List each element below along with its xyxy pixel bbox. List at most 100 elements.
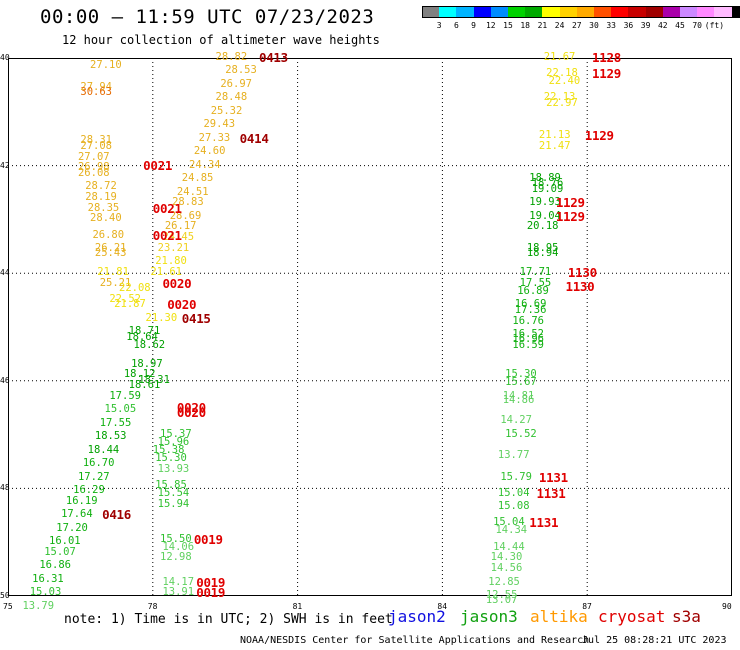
- color-swatch: [559, 6, 577, 18]
- color-swatch: [714, 6, 732, 18]
- swh-label: 27.33: [198, 131, 231, 144]
- swh-label: 28.69: [169, 209, 202, 222]
- swh-label: 18.97: [131, 357, 163, 370]
- swh-label: 28.40: [90, 212, 122, 225]
- swh-label: 28.19: [85, 190, 117, 203]
- swh-label: 25.43: [94, 247, 127, 260]
- swh-label: 14.81: [502, 389, 535, 402]
- swh-label: 14.30: [490, 551, 523, 564]
- swh-label: 12.98: [160, 551, 192, 564]
- swh-label: 15.94: [157, 497, 190, 510]
- pass-time-label: 1131: [538, 469, 568, 485]
- swh-label: 15.04: [497, 486, 530, 499]
- pass-time-label: 1130: [565, 278, 595, 294]
- swh-label: 27.10: [90, 59, 122, 72]
- color-scale-tick: 39: [640, 21, 651, 30]
- pass-time-label: 1128: [592, 50, 621, 65]
- swh-label: 15.52: [505, 427, 537, 440]
- swh-label: 21.47: [538, 139, 571, 152]
- swh-label: 15.30: [155, 451, 187, 464]
- swh-label: 16.69: [514, 298, 547, 311]
- swh-label: 18.61: [128, 379, 161, 392]
- swh-label: 22.40: [548, 75, 581, 88]
- swh-label: 18.89: [529, 172, 561, 185]
- swh-label: 13.77: [497, 449, 530, 462]
- swh-label: 15.85: [155, 478, 187, 491]
- color-swatch: [662, 6, 680, 18]
- swh-label: 14.56: [490, 562, 523, 575]
- pass-time-label: 0020: [162, 275, 192, 291]
- color-scale-tick: 15: [503, 21, 513, 30]
- color-swatch: [645, 6, 663, 18]
- source-credit: NOAA/NESDIS Center for Satellite Applica…: [240, 635, 590, 646]
- swh-label: 26.21: [94, 241, 127, 254]
- swh-label: 17.36: [514, 303, 547, 316]
- swh-label: 14.06: [162, 540, 195, 553]
- color-swatch: [542, 6, 560, 18]
- pass-time-label: 0416: [102, 507, 132, 523]
- swh-label: 21.87: [114, 298, 146, 311]
- color-swatch: [611, 6, 629, 18]
- swh-label: 13.93: [157, 462, 190, 475]
- longitude-tick-label: 87: [582, 602, 592, 611]
- swh-label: 28.72: [85, 180, 117, 193]
- swh-label: 26.08: [77, 166, 110, 179]
- color-swatch: [456, 6, 474, 18]
- swh-label: 19.09: [531, 182, 564, 195]
- swh-label: 15.30: [505, 368, 537, 381]
- color-scale-tick: 21: [537, 21, 548, 30]
- swh-label: 27.94: [80, 80, 112, 93]
- swh-label: 21.80: [155, 255, 187, 268]
- swh-label: 22.52: [109, 293, 141, 306]
- swh-label: 24.60: [193, 145, 226, 158]
- longitude-tick-label: 81: [292, 602, 303, 611]
- swh-label: 16.86: [39, 559, 71, 572]
- swh-label: 14.34: [495, 524, 528, 537]
- swh-label: 16.01: [49, 535, 81, 548]
- swh-label: 24.45: [162, 231, 195, 244]
- swh-label: 13.91: [162, 586, 195, 599]
- color-scale-tick: 33: [606, 21, 616, 30]
- swh-label: 25.21: [99, 276, 132, 289]
- swh-label: 24.85: [181, 172, 214, 185]
- swh-label: 30.63: [80, 85, 112, 98]
- latitude-tick-label: 48: [0, 483, 10, 493]
- color-swatch: [680, 6, 698, 18]
- pass-time-label: 1131: [536, 485, 566, 501]
- pass-time-label: 1129: [592, 66, 621, 82]
- color-swatch: [422, 6, 440, 18]
- pass-time-label: 1129: [584, 128, 614, 143]
- swh-label: 25.32: [210, 104, 243, 117]
- color-swatch: [439, 6, 457, 18]
- color-swatch: [473, 6, 491, 18]
- swh-label: 17.20: [56, 521, 88, 534]
- swh-label: 16.96: [512, 333, 544, 346]
- chart-subtitle: 12 hour collection of altimeter wave hei…: [62, 33, 380, 47]
- swh-label: 17.64: [61, 508, 93, 521]
- latitude-tick-label: 42: [0, 160, 10, 170]
- note-text: note: 1) Time is in UTC; 2) SWH is in fe…: [64, 612, 393, 627]
- swh-label: 28.31: [80, 134, 112, 147]
- map-plot-area: 27.10 28.82 28.53 26.97 27.94 30.63 28.48 25.32…: [8, 51, 732, 611]
- map-grid: [8, 58, 732, 596]
- swh-label: 21.30: [145, 311, 178, 324]
- color-scale-tick: 12: [485, 21, 496, 30]
- pass-time-label: 1131: [529, 515, 559, 531]
- pass-time-label: 1130: [567, 265, 597, 281]
- swh-label: 18.12: [123, 368, 156, 381]
- swh-label: 14.86: [502, 394, 535, 407]
- color-scale-tick: 18: [520, 21, 530, 30]
- swh-label: 15.03: [29, 586, 62, 599]
- swh-label: 15.08: [497, 500, 530, 513]
- swh-label: 17.55: [519, 276, 552, 289]
- swh-label: 18.71: [128, 325, 161, 338]
- swh-label: 17.71: [519, 266, 552, 279]
- swh-label: 14.27: [500, 414, 532, 427]
- swh-label: 18.76: [531, 177, 564, 190]
- latitude-tick-label: 46: [0, 375, 10, 385]
- swh-label: 22.08: [119, 282, 151, 295]
- swh-label: 15.96: [157, 435, 190, 448]
- swh-label: 22.13: [543, 91, 576, 104]
- pass-time-label: 1129: [555, 208, 585, 224]
- satellite-legend-jason3: jason3: [460, 607, 518, 626]
